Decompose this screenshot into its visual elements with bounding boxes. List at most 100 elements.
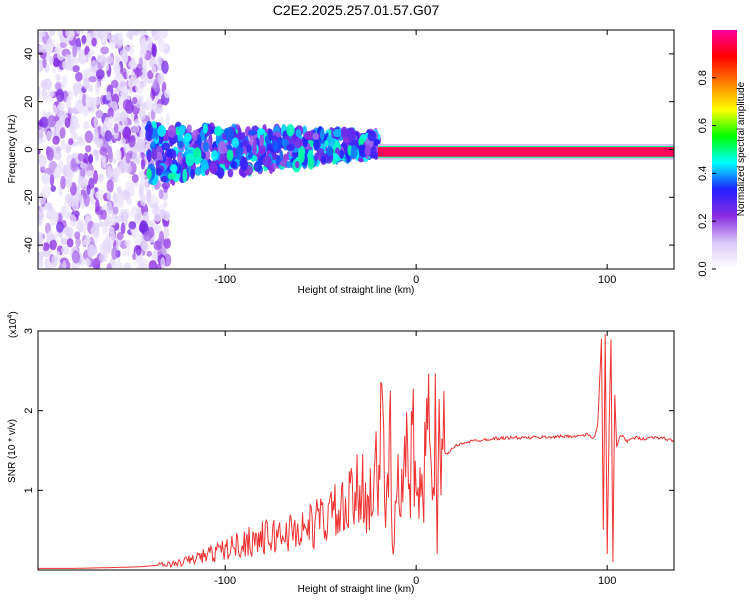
heatmap-cell: [227, 168, 234, 178]
heatmap-cell: [88, 76, 97, 83]
heatmap-cell: [38, 231, 44, 245]
heatmap-cell: [93, 170, 98, 184]
heatmap-cell: [106, 179, 114, 193]
heatmap-cell: [190, 168, 195, 180]
heatmap-cell: [66, 238, 74, 248]
heatmap-cell: [119, 67, 127, 75]
y-tick-label: 0: [23, 146, 35, 152]
heatmap-cell: [248, 151, 253, 159]
heatmap-cell: [55, 82, 62, 90]
colorbar-gradient: [712, 30, 737, 269]
heatmap-cell: [116, 111, 121, 123]
heatmap-cell: [247, 129, 257, 136]
heatmap-cell: [286, 124, 295, 137]
heatmap-cell: [88, 177, 95, 190]
heatmap-cell: [164, 88, 171, 99]
heatmap-cell: [99, 147, 108, 156]
heatmap-cell: [142, 211, 150, 224]
colorbar-tick-label: 0.0: [697, 261, 709, 276]
heatmap-cell: [75, 30, 85, 35]
heatmap-cell: [88, 153, 94, 163]
heatmap-x-ticks: -100 0 100: [214, 30, 616, 286]
heatmap-cell: [226, 149, 234, 162]
heatmap-cell: [262, 155, 272, 168]
heatmap-cell: [326, 145, 333, 157]
heatmap-cell: [152, 250, 158, 258]
heatmap-cell: [200, 159, 209, 172]
heatmap-cell: [297, 150, 305, 164]
heatmap-cell: [160, 175, 169, 183]
heatmap-x-axis-label: Height of straight line (km): [298, 285, 415, 296]
heatmap-cell: [312, 132, 320, 140]
heatmap-cell: [146, 96, 153, 111]
heatmap-cell: [132, 30, 140, 37]
heatmap-cell: [64, 193, 73, 204]
heatmap-cell: [137, 153, 142, 163]
heatmap-cell: [135, 81, 144, 95]
heatmap-cell: [111, 215, 117, 226]
heatmap-cell: [158, 40, 166, 53]
heatmap-cell: [95, 81, 101, 95]
heatmap-cell: [128, 30, 134, 41]
heatmap-cell: [201, 151, 206, 160]
heatmap-cell: [53, 150, 62, 161]
heatmap-cell: [146, 250, 152, 257]
heatmap-cell: [313, 139, 320, 151]
heatmap-cell: [49, 239, 57, 251]
colorbar-tick-label: 0.2: [697, 214, 709, 229]
heatmap-cell: [61, 139, 66, 150]
heatmap-cell: [105, 56, 114, 64]
colorbar-label: Normalized spectral amplitude: [736, 81, 747, 216]
heatmap-cell: [38, 61, 42, 71]
snr-panel: -100 0 100 1 2 3 Height of straight line (km…: [7, 311, 675, 595]
heatmap-cell: [85, 169, 95, 180]
heatmap-cell: [285, 160, 293, 169]
heatmap-cell: [134, 143, 144, 151]
x-tick-label: -100: [214, 274, 236, 286]
heatmap-cell: [107, 151, 114, 163]
heatmap-cell: [41, 173, 51, 186]
heatmap-cell: [160, 257, 166, 268]
heatmap-cell: [307, 157, 315, 170]
colorbar-ticks: 0.0 0.2 0.4 0.6 0.8: [697, 70, 716, 277]
heatmap-cell: [259, 134, 265, 147]
heatmap-cell: [108, 34, 117, 44]
heatmap-cell: [196, 134, 202, 145]
y-tick-label: -20: [23, 189, 35, 205]
heatmap-cell: [101, 30, 111, 40]
heatmap-cell: [64, 117, 71, 128]
heatmap-line-core: [377, 147, 674, 157]
heatmap-cell: [52, 135, 60, 145]
heatmap-cell: [139, 220, 149, 234]
heatmap-cell: [252, 145, 257, 155]
heatmap-cell: [65, 227, 74, 238]
heatmap-cell: [167, 156, 173, 166]
heatmap-cell: [182, 168, 188, 183]
heatmap-cell: [84, 68, 93, 77]
heatmap-cell: [303, 131, 313, 140]
heatmap-cell: [272, 140, 279, 153]
heatmap-cell: [165, 112, 170, 127]
heatmap-cell: [85, 94, 91, 109]
heatmap-cell: [101, 224, 108, 235]
heatmap-cell: [320, 128, 325, 141]
heatmap-cell: [123, 208, 130, 221]
heatmap-cell: [64, 59, 70, 71]
heatmap-cell: [72, 43, 77, 58]
heatmap-cell: [55, 74, 62, 81]
heatmap-cell: [95, 191, 102, 199]
heatmap-cell: [81, 35, 87, 44]
heatmap-cell: [50, 185, 56, 193]
heatmap-cell: [211, 150, 219, 161]
heatmap-cell: [151, 148, 158, 160]
heatmap-cell: [194, 166, 202, 176]
heatmap-cell: [295, 160, 300, 169]
heatmap-cell: [294, 137, 302, 149]
heatmap-cell: [143, 230, 152, 242]
heatmap-cell: [47, 89, 55, 98]
heatmap-cell: [71, 250, 80, 264]
heatmap-cell: [321, 155, 326, 164]
heatmap-cell: [95, 199, 100, 213]
heatmap-cell: [116, 231, 124, 241]
heatmap-cell: [62, 260, 67, 269]
